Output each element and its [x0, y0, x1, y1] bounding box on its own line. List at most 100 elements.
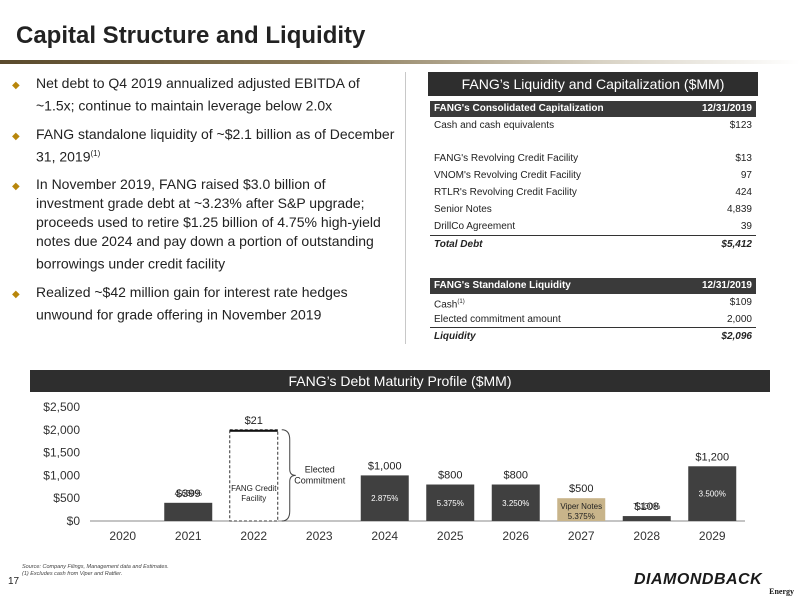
bar-value-label: $399: [176, 488, 200, 500]
bar-value-label: $108: [635, 501, 659, 513]
diamondback-logo: DIAMONDBACK Energy: [634, 571, 794, 596]
table-row: VNOM's Revolving Credit Facility 97: [430, 167, 756, 184]
debt-maturity-header: FANG’s Debt Maturity Profile ($MM): [30, 370, 770, 392]
x-tick-label: 2029: [699, 529, 726, 543]
bar-value-label: $800: [504, 470, 528, 482]
callout-label: Commitment: [294, 475, 346, 485]
bar: [360, 475, 409, 521]
bullet-item: ◆ Net debt to Q4 2019 annualized adjuste…: [12, 74, 397, 116]
bullet-text: Net debt to Q4 2019 annualized adjusted …: [36, 75, 360, 114]
bar-note-label: Facility: [241, 494, 266, 503]
standalone-liquidity-table: FANG's Standalone Liquidity 12/31/2019 C…: [430, 278, 756, 345]
footnotes: Source: Company Filings, Management data…: [22, 564, 169, 578]
table-row: Cash(1) $109: [430, 294, 756, 311]
bar-rate-label: 2.875%: [371, 494, 398, 503]
logo-subtext: Energy: [769, 587, 794, 596]
page-title: Capital Structure and Liquidity: [16, 22, 366, 49]
bar-note-label: Viper Notes: [560, 502, 602, 511]
row-value: $5,412: [721, 239, 752, 250]
x-tick-label: 2022: [240, 529, 267, 543]
consolidated-capitalization-table: FANG's Consolidated Capitalization 12/31…: [430, 101, 756, 252]
row-value: 2,000: [726, 314, 752, 325]
row-label: Cash and cash equivalents: [434, 120, 555, 131]
bar-rate-label: 3.500%: [699, 490, 726, 499]
row-label: FANG's Revolving Credit Facility: [434, 153, 579, 164]
x-tick-label: 2020: [109, 529, 136, 543]
table-header: FANG's Consolidated Capitalization 12/31…: [430, 101, 756, 117]
row-label: Elected commitment amount: [434, 314, 561, 325]
row-label: Liquidity: [434, 331, 476, 342]
title-rule: [0, 60, 800, 64]
diamond-bullet-icon: ◆: [12, 130, 20, 142]
table-date: 12/31/2019: [701, 103, 752, 114]
row-label: Total Debt: [434, 239, 483, 250]
vertical-divider: [405, 72, 406, 344]
row-label: VNOM's Revolving Credit Facility: [434, 170, 581, 181]
diamond-bullet-icon: ◆: [12, 288, 20, 300]
bar-drawn-amount: [229, 429, 278, 432]
y-tick-label: $1,500: [43, 446, 80, 460]
y-tick-label: $1,000: [43, 468, 80, 482]
bar: [557, 498, 606, 521]
bar-value-label: $1,000: [368, 460, 402, 472]
page-number: 17: [8, 576, 20, 587]
bullet-item: ◆ Realized ~$42 million gain for interes…: [12, 283, 397, 325]
x-tick-label: 2027: [568, 529, 595, 543]
footnote: (1) Excludes cash from Viper and Rattler…: [22, 571, 123, 577]
row-value: $2,096: [721, 331, 752, 342]
footnote: Source: Company Filings, Management data…: [22, 564, 169, 570]
bar-rate-label: 5.375%: [437, 499, 464, 508]
row-value: 424: [735, 187, 752, 198]
row-value: $123: [729, 120, 752, 131]
row-value: $13: [735, 153, 752, 164]
x-tick-label: 2026: [502, 529, 529, 543]
bar-rate-label: 5.375%: [568, 512, 595, 521]
y-tick-label: $0: [67, 514, 81, 528]
row-label: Cash(1): [434, 299, 465, 311]
table-row: Senior Notes 4,839: [430, 201, 756, 218]
row-value: 97: [740, 170, 752, 181]
bullet-text: Realized ~$42 million gain for interest …: [36, 283, 348, 323]
table-total-row: Total Debt $5,412: [430, 235, 756, 252]
table-row: RTLR's Revolving Credit Facility 424: [430, 184, 756, 201]
x-tick-label: 2024: [371, 529, 398, 543]
diamond-bullet-icon: ◆: [12, 181, 20, 193]
bar-rate-label: 4.630%: [175, 489, 202, 498]
x-tick-label: 2021: [175, 529, 202, 543]
bar-credit-facility: [229, 429, 279, 522]
table-date: 12/31/2019: [701, 280, 752, 291]
row-value: 39: [740, 221, 752, 232]
bullet-text: FANG standalone liquidity of ~$2.1 billi…: [36, 125, 395, 165]
table-title: FANG's Consolidated Capitalization: [434, 103, 604, 114]
diamond-bullet-icon: ◆: [12, 80, 20, 91]
callout-label: Elected: [305, 464, 335, 474]
bar: [164, 502, 213, 521]
brace: [281, 429, 296, 522]
table-header: FANG's Standalone Liquidity 12/31/2019: [430, 278, 756, 294]
y-tick-label: $2,000: [43, 423, 80, 437]
y-tick-label: $500: [53, 491, 80, 505]
row-label: Senior Notes: [434, 204, 492, 215]
bar: [688, 466, 737, 521]
table-row: Elected commitment amount 2,000: [430, 311, 756, 328]
x-tick-label: 2025: [437, 529, 464, 543]
table-row: Cash and cash equivalents $123: [430, 117, 756, 134]
row-value: 4,839: [726, 204, 752, 215]
x-tick-label: 2023: [306, 529, 333, 543]
bullet-item: ◆ FANG standalone liquidity of ~$2.1 bil…: [12, 125, 397, 167]
bullet-item: ◆ In November 2019, FANG raised $3.0 bil…: [12, 175, 397, 274]
x-tick-label: 2028: [633, 529, 660, 543]
bullet-text: In November 2019, FANG raised $3.0 billi…: [36, 176, 381, 272]
y-tick-label: $2,500: [43, 400, 80, 414]
table-row: FANG's Revolving Credit Facility $13: [430, 150, 756, 167]
liquidity-panel-header: FANG’s Liquidity and Capitalization ($MM…: [428, 72, 758, 96]
bar-note-label: FANG Credit: [231, 484, 277, 493]
row-value: $109: [729, 297, 752, 308]
bar-value-label: $800: [438, 470, 462, 482]
row-label: RTLR's Revolving Credit Facility: [434, 187, 577, 198]
bar: [622, 516, 671, 521]
bar: [491, 484, 540, 521]
bar-rate-label: 7.130%: [633, 502, 660, 511]
table-total-row: Liquidity $2,096: [430, 328, 756, 345]
bar: [426, 484, 475, 521]
